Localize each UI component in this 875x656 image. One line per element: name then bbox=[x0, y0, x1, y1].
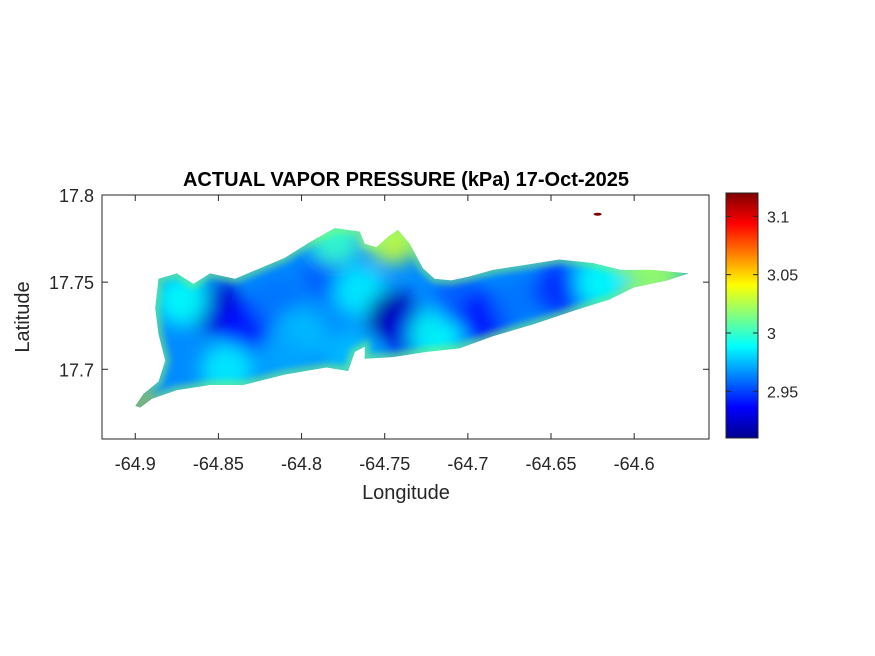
colorbar-ticks: 2.95 3 3.05 3.1 bbox=[726, 209, 798, 401]
plot-area: -64.9 -64.85 -64.8 -64.75 -64.7 -64.65 -64.6 1… bbox=[49, 186, 710, 474]
outlier-layer bbox=[593, 212, 602, 216]
field-sample-12 bbox=[533, 263, 586, 316]
chart-title: ACTUAL VAPOR PRESSURE (kPa) 17-Oct-2025 bbox=[183, 169, 629, 191]
colorbar-tick-label: 2.95 bbox=[767, 384, 798, 401]
colorbar-tick-label: 3.1 bbox=[767, 209, 789, 226]
x-tick-label: -64.6 bbox=[614, 454, 655, 474]
y-tick-label: 17.8 bbox=[59, 186, 94, 206]
colorbar-gradient bbox=[725, 192, 759, 439]
colorbar-tick-label: 3 bbox=[767, 326, 776, 343]
y-axis: 17.7 17.75 17.8 bbox=[49, 186, 709, 380]
outlier-point-0 bbox=[593, 212, 602, 216]
x-tick-label: -64.9 bbox=[115, 454, 156, 474]
colorbar: 2.95 3 3.05 3.1 bbox=[725, 192, 798, 439]
x-tick-label: -64.7 bbox=[447, 454, 488, 474]
x-tick-label: -64.65 bbox=[525, 454, 576, 474]
field-sample-11 bbox=[491, 273, 544, 326]
x-axis: -64.9 -64.85 -64.8 -64.75 -64.7 -64.65 -64.6 bbox=[115, 195, 655, 474]
x-axis-label: Longitude bbox=[362, 482, 450, 504]
field-sample-15 bbox=[308, 228, 361, 265]
plot-frame bbox=[101, 194, 710, 440]
x-tick-label: -64.85 bbox=[193, 454, 244, 474]
y-axis-label: Latitude bbox=[12, 281, 34, 352]
y-tick-label: 17.7 bbox=[59, 360, 94, 380]
x-tick-label: -64.75 bbox=[359, 454, 410, 474]
x-tick-label: -64.8 bbox=[281, 454, 322, 474]
colorbar-tick-label: 3.05 bbox=[767, 268, 798, 285]
y-tick-label: 17.75 bbox=[49, 273, 94, 293]
